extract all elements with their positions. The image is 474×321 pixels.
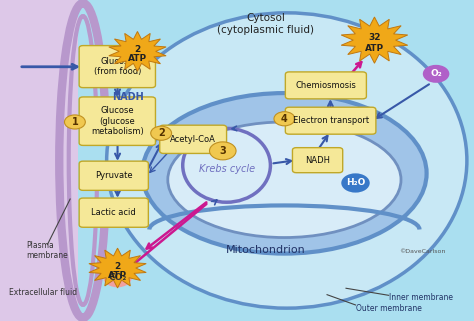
FancyBboxPatch shape (78, 0, 474, 321)
Circle shape (423, 65, 449, 83)
Circle shape (103, 268, 132, 287)
Text: Plasma
membrane: Plasma membrane (26, 241, 68, 260)
Text: Electron transport: Electron transport (292, 116, 369, 125)
Text: Krebs cycle: Krebs cycle (199, 163, 255, 174)
Ellipse shape (107, 13, 467, 308)
Text: Glucose
(from food): Glucose (from food) (94, 57, 141, 76)
Text: ©DaveCarlson: ©DaveCarlson (399, 249, 446, 255)
Text: CO₂: CO₂ (109, 273, 127, 282)
FancyBboxPatch shape (79, 97, 155, 145)
FancyBboxPatch shape (285, 72, 366, 99)
Circle shape (210, 142, 236, 160)
Text: Pyruvate: Pyruvate (95, 171, 133, 180)
Text: 2: 2 (114, 262, 121, 271)
Text: ATP: ATP (108, 271, 127, 280)
Ellipse shape (142, 93, 427, 254)
Text: Cytosol
(cytoplasmic fluid): Cytosol (cytoplasmic fluid) (217, 13, 314, 35)
Text: 32: 32 (368, 33, 381, 42)
FancyBboxPatch shape (79, 46, 155, 88)
FancyBboxPatch shape (79, 198, 148, 227)
Text: 2: 2 (134, 45, 141, 54)
Text: Glucose
(glucose
metabolism): Glucose (glucose metabolism) (91, 106, 144, 136)
FancyBboxPatch shape (285, 107, 376, 134)
FancyBboxPatch shape (0, 0, 78, 321)
Text: NADH: NADH (305, 156, 330, 165)
Ellipse shape (168, 122, 401, 238)
FancyBboxPatch shape (79, 161, 148, 190)
Text: NADH: NADH (112, 92, 144, 102)
Text: ATP: ATP (128, 54, 147, 63)
FancyBboxPatch shape (160, 125, 227, 153)
Circle shape (341, 173, 370, 193)
Text: 3: 3 (219, 146, 226, 156)
Text: H₂O: H₂O (346, 178, 365, 187)
Polygon shape (341, 17, 408, 63)
Circle shape (64, 115, 85, 129)
Text: Inner membrane: Inner membrane (389, 293, 453, 302)
Text: O₂: O₂ (430, 69, 442, 78)
Text: Acetyl-CoA: Acetyl-CoA (170, 135, 216, 144)
Text: 4: 4 (281, 114, 288, 124)
Text: Outer membrane: Outer membrane (356, 304, 421, 313)
Text: Extracellular fluid: Extracellular fluid (9, 288, 78, 297)
Text: 2: 2 (158, 128, 164, 138)
Polygon shape (89, 248, 146, 288)
Text: Lactic acid: Lactic acid (91, 208, 136, 217)
Text: 1: 1 (72, 117, 78, 127)
Text: Mitochondrion: Mitochondrion (226, 245, 305, 256)
FancyBboxPatch shape (292, 148, 343, 173)
Text: Chemiosmosis: Chemiosmosis (295, 81, 356, 90)
Text: ATP: ATP (365, 44, 384, 53)
Polygon shape (109, 31, 166, 71)
Circle shape (151, 126, 172, 140)
Circle shape (274, 112, 295, 126)
